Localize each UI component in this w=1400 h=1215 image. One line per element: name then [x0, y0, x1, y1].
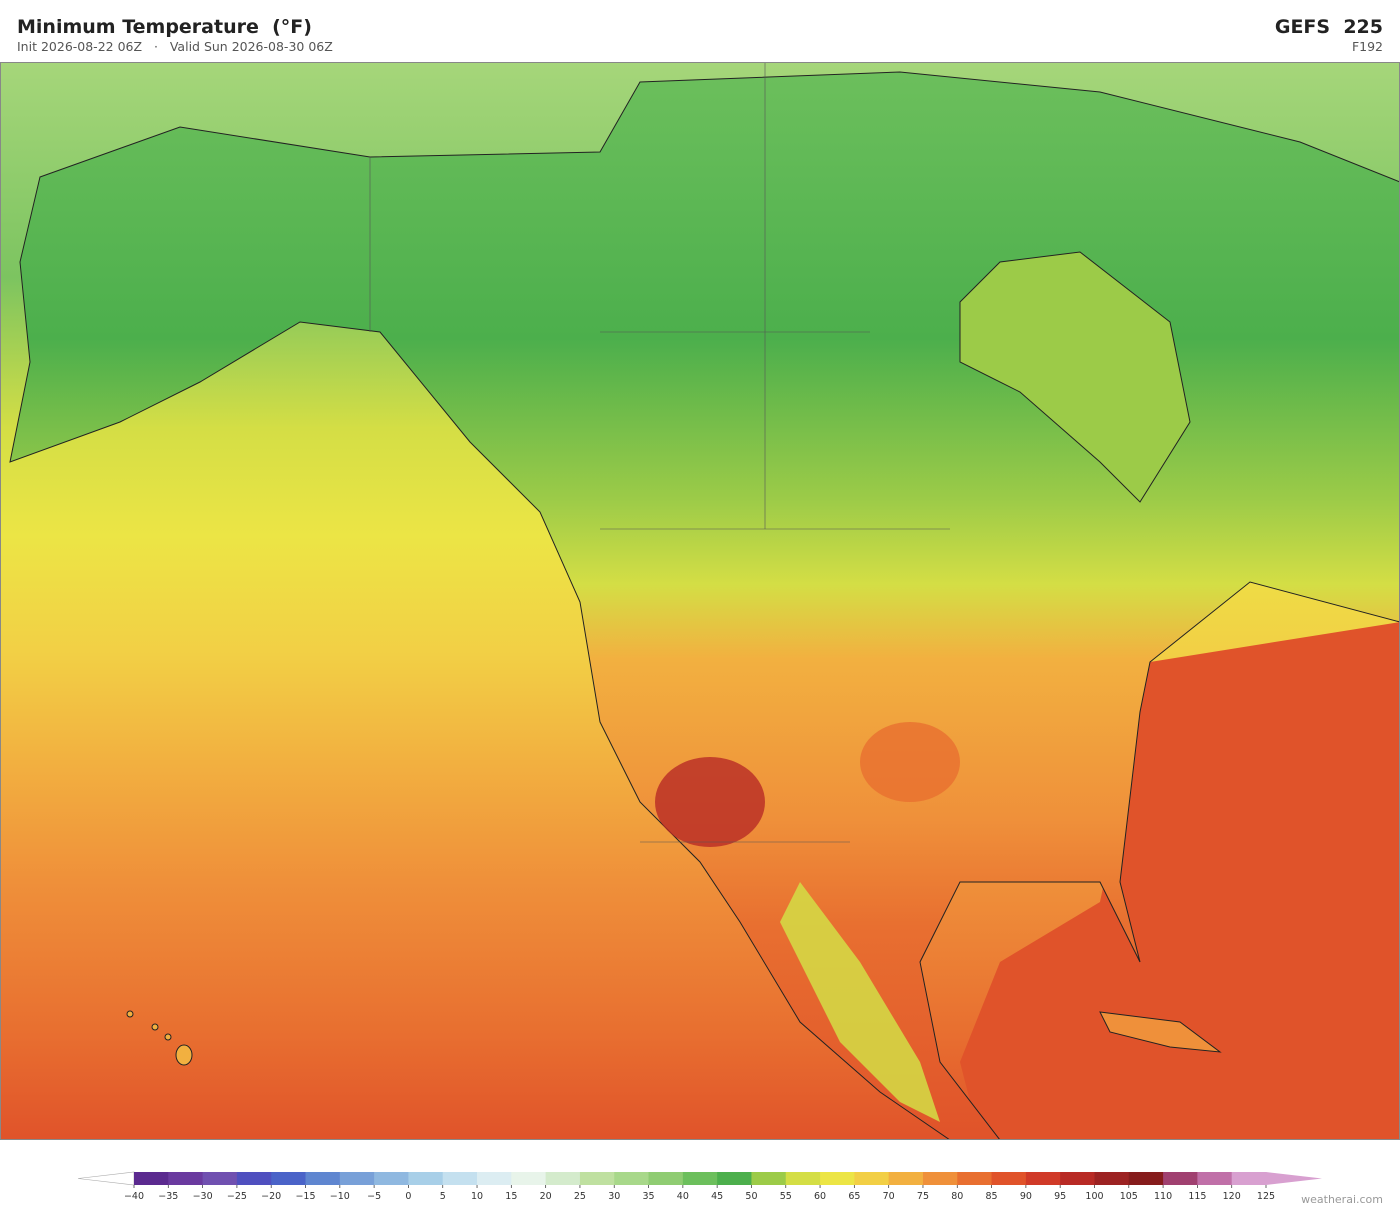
colorbar-bin — [717, 1172, 752, 1185]
colorbar-bin — [991, 1172, 1027, 1185]
cuba — [1099, 1011, 1222, 1053]
colorbar-tick-label: 45 — [711, 1191, 723, 1202]
colorbar-bin — [1128, 1172, 1164, 1185]
colorbar-tick-label: 100 — [1085, 1191, 1103, 1202]
colorbar-bin — [888, 1172, 924, 1185]
colorbar-bin — [785, 1172, 821, 1185]
colorbar-under — [77, 1171, 135, 1186]
colorbar-bin — [1163, 1172, 1198, 1185]
hawaii — [126, 1010, 193, 1066]
colorbar-tick-label: 20 — [540, 1191, 552, 1202]
colorbar-bin — [751, 1172, 787, 1185]
colorbar-tick-label: 95 — [1054, 1191, 1066, 1202]
colorbar-tick-label: 50 — [745, 1191, 757, 1202]
colorbar-bin — [648, 1172, 684, 1185]
colorbar-bin — [545, 1172, 581, 1185]
colorbar-bin — [854, 1172, 890, 1185]
colorbar-tick-label: −5 — [367, 1191, 381, 1202]
colorbar-bin — [511, 1172, 547, 1185]
colorbar-over — [1266, 1172, 1322, 1185]
colorbar-tick-label: 30 — [608, 1191, 620, 1202]
colorbar-tick-label: −30 — [193, 1191, 213, 1202]
colorbar-tick-label: 35 — [642, 1191, 654, 1202]
colorbar-tick-label: 80 — [951, 1191, 963, 1202]
colorbar: −40 −35 −30 −25 −20 −15 −10 −5 0 5 10 15 20 25 30 35 40 4… — [77, 1171, 1322, 1202]
colorbar-tick-label: 85 — [986, 1191, 998, 1202]
title: Minimum Temperature (°F) — [17, 16, 312, 38]
colorbar-bin — [1094, 1172, 1130, 1185]
hot-spot — [655, 757, 765, 847]
forecast-hour: F192 — [1351, 39, 1383, 54]
colorbar-tick-label: 25 — [574, 1191, 586, 1202]
colorbar-tick-label: 120 — [1223, 1191, 1241, 1202]
colorbar-bin — [579, 1172, 615, 1185]
colorbar-bin — [374, 1172, 409, 1185]
colorbar-bin — [614, 1172, 650, 1185]
colorbar-tick-label: 115 — [1188, 1191, 1206, 1202]
colorbar-bin — [1025, 1172, 1061, 1185]
colorbar-tick-label: −25 — [227, 1191, 247, 1202]
colorbar-bin — [820, 1172, 855, 1185]
colorbar-tick-label: 70 — [883, 1191, 895, 1202]
colorbar-tick-label: 65 — [848, 1191, 860, 1202]
colorbar-tick-label: 75 — [917, 1191, 929, 1202]
map — [0, 62, 1400, 1140]
colorbar-tick-label: 10 — [471, 1191, 483, 1202]
colorbar-tick-label: 60 — [814, 1191, 826, 1202]
colorbar-tick-label: 0 — [405, 1191, 411, 1202]
colorbar-bin — [682, 1172, 718, 1185]
colorbar-bin — [408, 1172, 444, 1185]
colorbar-tick-label: −15 — [295, 1191, 315, 1202]
colorbar-bin — [1060, 1172, 1095, 1185]
model: GEFS 225 — [1274, 16, 1383, 38]
colorbar-bin — [202, 1172, 238, 1185]
colorbar-bin — [922, 1172, 958, 1185]
colorbar-bin — [442, 1172, 478, 1185]
atlantic — [960, 622, 1400, 1140]
colorbar-bin — [1197, 1172, 1233, 1185]
colorbar-bin — [957, 1172, 993, 1185]
colorbar-bin — [168, 1172, 204, 1185]
hudson-bay — [959, 251, 1191, 503]
colorbar-bin — [236, 1172, 272, 1185]
colorbar-tick-label: 110 — [1154, 1191, 1172, 1202]
colorbar-tick-label: 105 — [1120, 1191, 1138, 1202]
colorbar-bin — [305, 1172, 341, 1185]
colorbar-tick-label: 40 — [677, 1191, 689, 1202]
subtitle: Init 2026-08-22 06Z · Valid Sun 2026-08-… — [17, 39, 333, 54]
colorbar-bin — [271, 1172, 307, 1185]
colorbar-tick-label: 90 — [1020, 1191, 1032, 1202]
colorbar-bin — [339, 1172, 375, 1185]
colorbar-tick-label: 55 — [780, 1191, 792, 1202]
colorbar-bin — [134, 1172, 169, 1185]
warm-spot — [860, 722, 960, 802]
colorbar-bin — [477, 1172, 512, 1185]
colorbar-bin — [1231, 1172, 1267, 1185]
colorbar-tick-label: −20 — [261, 1191, 281, 1202]
colorbar-tick-label: 15 — [505, 1191, 517, 1202]
colorbar-tick-label: −35 — [158, 1191, 178, 1202]
borders — [369, 62, 950, 843]
colorbar-tick-label: 5 — [440, 1191, 446, 1202]
colorbar-tick-label: −10 — [330, 1191, 350, 1202]
watermark: weatherai.com — [1301, 1193, 1383, 1206]
mexico-highlands — [780, 882, 940, 1122]
colorbar-tick-label: −40 — [124, 1191, 144, 1202]
colorbar-tick-label: 125 — [1257, 1191, 1275, 1202]
